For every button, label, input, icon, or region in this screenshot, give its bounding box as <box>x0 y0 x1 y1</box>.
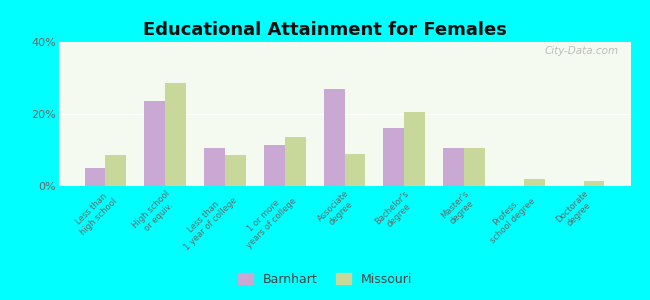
Bar <box>464 148 485 186</box>
Bar <box>404 112 425 186</box>
Bar <box>344 154 365 186</box>
Bar <box>524 179 545 186</box>
Bar <box>225 155 246 186</box>
Legend: Barnhart, Missouri: Barnhart, Missouri <box>233 268 417 291</box>
Bar <box>165 83 186 186</box>
Bar <box>204 148 225 186</box>
Text: City-Data.com: City-Data.com <box>545 46 619 56</box>
Bar <box>584 181 605 186</box>
Bar <box>144 101 165 186</box>
Bar <box>105 155 126 186</box>
Bar <box>443 148 464 186</box>
Bar <box>264 145 285 186</box>
Text: Educational Attainment for Females: Educational Attainment for Females <box>143 21 507 39</box>
Bar <box>84 168 105 186</box>
Bar <box>324 89 344 186</box>
Bar <box>384 128 404 186</box>
Bar <box>285 137 306 186</box>
